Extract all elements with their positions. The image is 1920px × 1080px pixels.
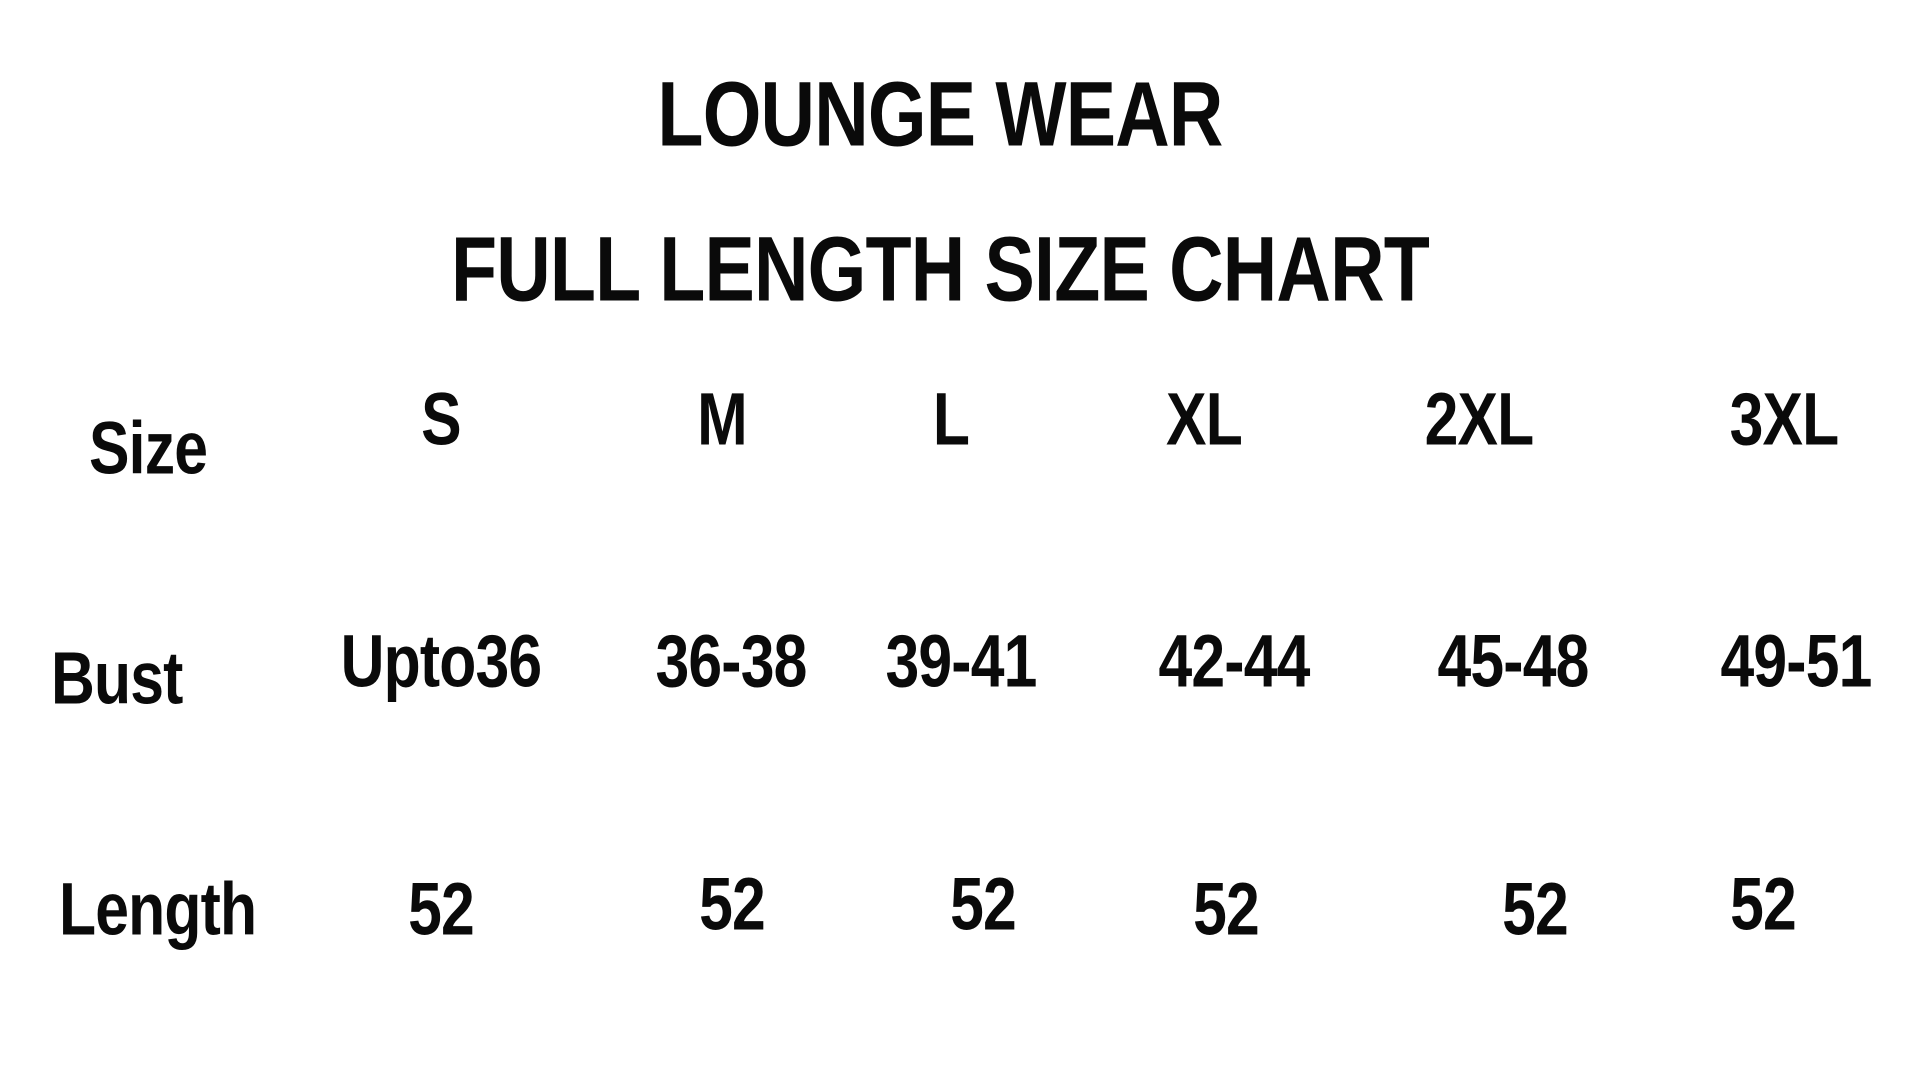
bust-value: 49-51	[1720, 619, 1872, 703]
size-header: L	[932, 377, 970, 461]
length-value: 52	[1730, 862, 1797, 946]
row-label-bust: Bust	[51, 636, 183, 720]
size-header: 2XL	[1424, 377, 1535, 461]
bust-value: 45-48	[1437, 619, 1589, 703]
size-header: S	[421, 377, 461, 461]
bust-value: 42-44	[1158, 619, 1310, 703]
bust-value: 39-41	[885, 619, 1037, 703]
size-header: XL	[1166, 377, 1243, 461]
page-subtitle: FULL LENGTH SIZE CHART	[450, 218, 1430, 321]
bust-value: 36-38	[655, 619, 807, 703]
size-header: M	[697, 377, 748, 461]
length-value: 52	[1502, 867, 1569, 951]
length-value: 52	[1193, 867, 1260, 951]
row-label-length: Length	[59, 867, 257, 951]
size-header: 3XL	[1729, 377, 1840, 461]
row-label-size: Size	[89, 406, 208, 490]
bust-value: Upto36	[340, 619, 543, 703]
length-value: 52	[950, 862, 1017, 946]
page-title: LOUNGE WEAR	[657, 63, 1223, 166]
length-value: 52	[699, 862, 766, 946]
length-value: 52	[408, 867, 475, 951]
